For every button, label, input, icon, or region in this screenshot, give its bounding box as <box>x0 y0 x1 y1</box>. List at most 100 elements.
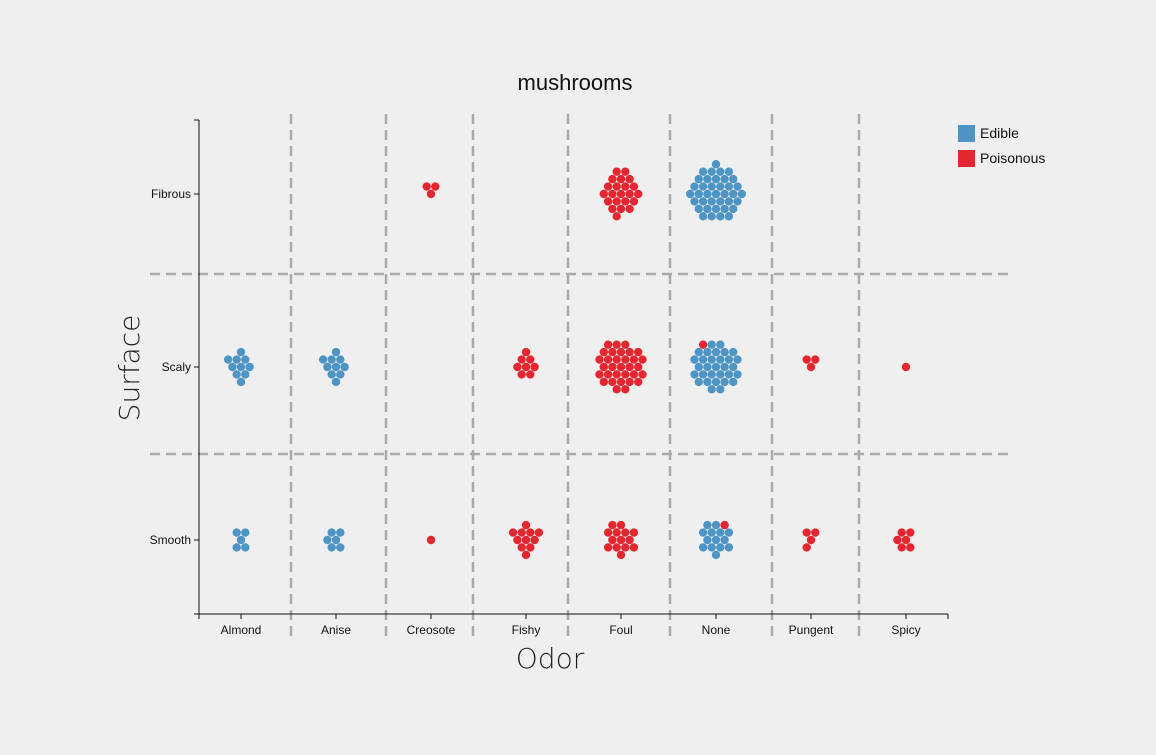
data-point-edible <box>223 355 233 364</box>
x-axis-title: Odor <box>516 642 585 675</box>
data-point-edible <box>694 377 703 387</box>
data-point-poisonous <box>621 197 630 206</box>
data-point-poisonous <box>616 204 626 214</box>
data-point-poisonous <box>530 362 539 372</box>
data-point-edible <box>331 535 341 545</box>
data-point-edible <box>236 377 246 387</box>
data-point-poisonous <box>612 182 621 191</box>
data-point-poisonous <box>599 362 608 372</box>
data-point-edible <box>340 362 349 372</box>
legend-swatch-edible <box>958 125 975 142</box>
legend-label-edible: Edible <box>980 125 1019 141</box>
data-point-poisonous <box>603 197 613 206</box>
data-point-poisonous <box>612 543 621 552</box>
data-point-poisonous <box>521 347 531 357</box>
data-point-poisonous <box>599 377 608 387</box>
data-point-poisonous <box>526 528 535 537</box>
data-point-edible <box>707 197 716 206</box>
data-point-poisonous <box>603 340 613 349</box>
data-point-poisonous <box>621 167 630 176</box>
data-point-poisonous <box>901 362 911 372</box>
data-point-poisonous <box>603 528 613 537</box>
data-point-poisonous <box>599 189 608 199</box>
data-point-poisonous <box>595 370 604 379</box>
data-point-poisonous <box>422 182 431 191</box>
data-point-edible <box>716 543 725 552</box>
data-point-poisonous <box>608 377 617 387</box>
data-point-edible <box>711 189 721 199</box>
data-point-edible <box>724 167 734 176</box>
data-point-edible <box>707 212 716 221</box>
data-point-poisonous <box>612 167 621 176</box>
data-point-edible <box>245 362 254 372</box>
data-point-poisonous <box>513 535 522 545</box>
data-point-poisonous <box>629 543 639 552</box>
data-point-poisonous <box>603 543 613 552</box>
data-point-poisonous <box>426 535 436 545</box>
data-point-poisonous <box>526 543 535 552</box>
y-tick-label-smooth: Smooth <box>150 533 191 547</box>
data-point-edible <box>720 347 729 357</box>
data-point-edible <box>236 362 246 372</box>
data-point-poisonous <box>634 189 643 199</box>
data-point-edible <box>327 355 336 364</box>
data-point-edible <box>327 370 336 379</box>
data-point-edible <box>720 189 729 199</box>
data-point-poisonous <box>897 543 906 552</box>
data-point-poisonous <box>638 355 647 364</box>
data-point-edible <box>241 355 250 364</box>
data-point-edible <box>703 204 712 214</box>
data-point-poisonous <box>802 543 811 552</box>
data-point-poisonous <box>634 347 643 357</box>
data-point-edible <box>703 347 712 357</box>
data-point-poisonous <box>802 355 811 364</box>
data-point-poisonous <box>612 355 621 364</box>
data-point-poisonous <box>612 385 621 394</box>
data-point-poisonous <box>513 362 522 372</box>
legend-label-poisonous: Poisonous <box>980 150 1045 166</box>
y-tick-label-scaly: Scaly <box>162 360 191 374</box>
data-point-edible <box>711 347 721 357</box>
data-point-edible <box>716 370 725 379</box>
data-point-poisonous <box>426 189 436 199</box>
data-point-poisonous <box>616 189 626 199</box>
data-point-edible <box>733 182 742 191</box>
data-point-edible <box>331 377 341 387</box>
x-tick-label-none: None <box>702 623 731 637</box>
data-point-edible <box>707 340 716 349</box>
data-point-poisonous <box>595 355 604 364</box>
data-point-edible <box>690 197 699 206</box>
legend-swatch-poisonous <box>958 150 975 167</box>
data-point-poisonous <box>621 355 630 364</box>
data-point-poisonous <box>608 535 617 545</box>
data-point-edible <box>720 535 729 545</box>
data-point-edible <box>703 189 712 199</box>
data-point-poisonous <box>629 370 639 379</box>
data-point-edible <box>711 174 721 184</box>
data-point-poisonous <box>517 528 526 537</box>
data-point-edible <box>716 340 725 349</box>
data-point-edible <box>711 362 721 372</box>
data-point-poisonous <box>811 355 820 364</box>
data-point-edible <box>707 528 716 537</box>
data-point-edible <box>327 543 336 552</box>
data-point-poisonous <box>625 377 634 387</box>
data-point-poisonous <box>802 528 811 537</box>
data-point-edible <box>724 182 734 191</box>
legend: Edible Poisonous <box>958 125 1045 167</box>
data-point-edible <box>729 347 738 357</box>
data-point-edible <box>336 528 345 537</box>
data-point-poisonous <box>625 204 634 214</box>
data-point-poisonous <box>634 377 643 387</box>
data-point-poisonous <box>629 197 639 206</box>
x-tick-label-creosote: Creosote <box>407 623 456 637</box>
data-point-edible <box>729 174 738 184</box>
data-point-poisonous <box>612 340 621 349</box>
data-point-poisonous <box>634 362 643 372</box>
data-point-poisonous <box>621 385 630 394</box>
data-point-edible <box>331 347 341 357</box>
x-tick-label-anise: Anise <box>321 623 351 637</box>
data-point-poisonous <box>621 182 630 191</box>
data-point-edible <box>724 212 734 221</box>
data-point-poisonous <box>616 535 626 545</box>
